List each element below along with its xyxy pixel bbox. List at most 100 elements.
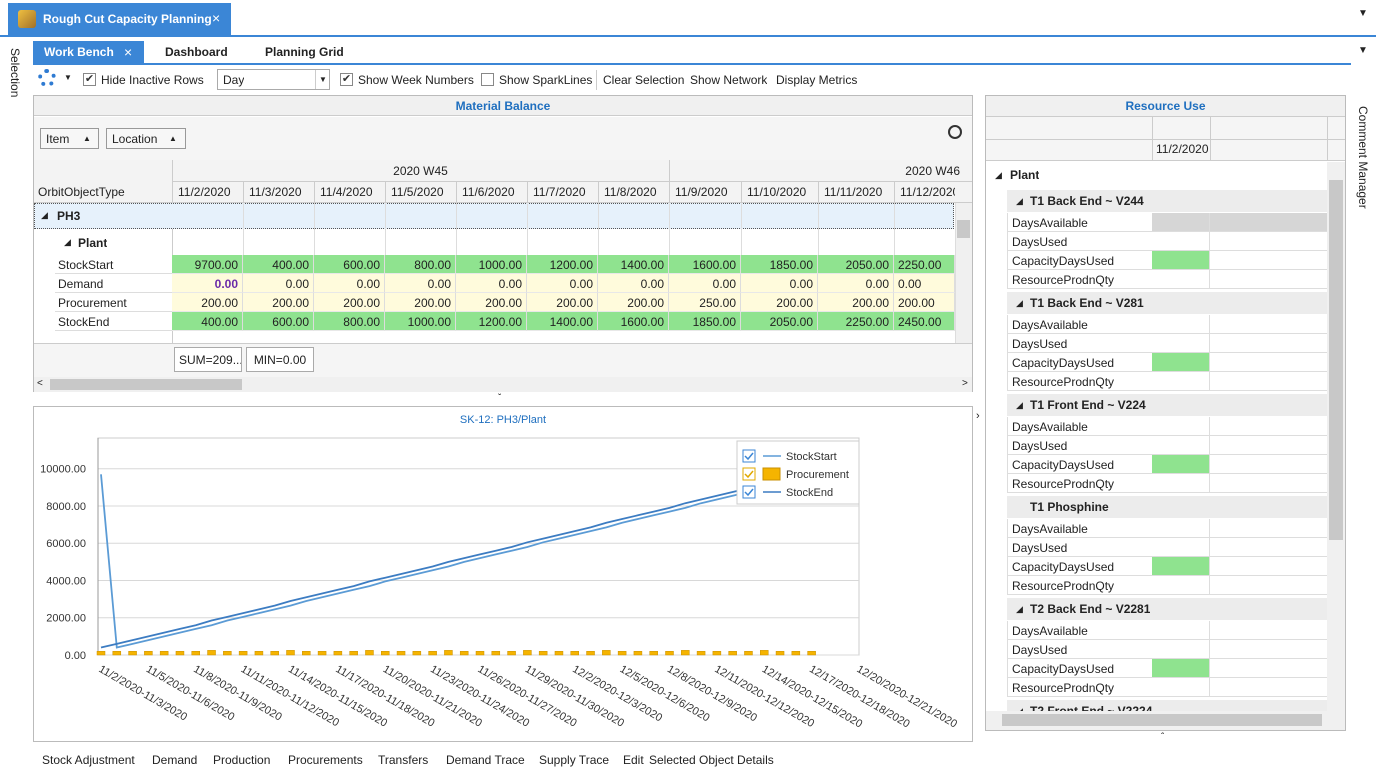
- ru-cell[interactable]: [1210, 519, 1327, 538]
- ru-cell[interactable]: [1152, 353, 1210, 372]
- ru-cell[interactable]: [1152, 213, 1210, 232]
- ru-cell[interactable]: [1210, 353, 1327, 372]
- ru-cell[interactable]: [1210, 474, 1327, 493]
- ru-splitter[interactable]: ˆ: [1161, 732, 1165, 743]
- ru-cell[interactable]: [1152, 678, 1210, 697]
- resource-toggle[interactable]: ◢: [1016, 400, 1023, 410]
- ru-cell[interactable]: [1210, 315, 1327, 334]
- checkbox[interactable]: ✔: [340, 73, 353, 86]
- value-cell[interactable]: 400.00: [172, 312, 243, 331]
- value-cell[interactable]: 0.00: [669, 274, 741, 293]
- toolbar-action[interactable]: Clear Selection: [603, 73, 685, 87]
- resource-name[interactable]: T1 Phosphine: [1030, 500, 1109, 514]
- resource-name[interactable]: T2 Back End ~ V2281: [1030, 602, 1151, 616]
- ru-cell[interactable]: [1210, 621, 1327, 640]
- value-cell[interactable]: 2250.00: [894, 255, 955, 274]
- ru-cell[interactable]: [1152, 436, 1210, 455]
- value-cell[interactable]: 800.00: [314, 312, 385, 331]
- ru-cell[interactable]: [1152, 417, 1210, 436]
- ru-cell[interactable]: [1152, 455, 1210, 474]
- value-cell[interactable]: 600.00: [314, 255, 385, 274]
- ru-cell[interactable]: [1210, 640, 1327, 659]
- value-cell[interactable]: 2450.00: [894, 312, 955, 331]
- subtab-menu[interactable]: ▼: [1358, 45, 1368, 56]
- value-cell[interactable]: 1600.00: [598, 312, 669, 331]
- splitter-side[interactable]: ›: [976, 410, 980, 422]
- hscroll-left[interactable]: <: [37, 378, 43, 389]
- resource-toggle[interactable]: ◢: [1016, 604, 1023, 614]
- ru-cell[interactable]: [1210, 659, 1327, 678]
- legend-checkbox[interactable]: [742, 467, 756, 481]
- ru-cell[interactable]: [1152, 270, 1210, 289]
- bottom-tab[interactable]: Demand: [152, 753, 198, 767]
- gear[interactable]: [38, 69, 56, 87]
- value-cell[interactable]: 1200.00: [456, 312, 527, 331]
- ru-cell[interactable]: [1152, 659, 1210, 678]
- subtab[interactable]: Work Bench: [33, 41, 144, 64]
- bottom-tab[interactable]: Supply Trace: [539, 753, 610, 767]
- value-cell[interactable]: 0.00: [598, 274, 669, 293]
- value-cell[interactable]: 1200.00: [527, 255, 598, 274]
- ru-cell[interactable]: [1152, 334, 1210, 353]
- legend-checkbox[interactable]: [742, 485, 756, 499]
- menu-arrow[interactable]: ▼: [1358, 8, 1368, 19]
- resource-toggle[interactable]: ◢: [1016, 196, 1023, 206]
- ru-cell[interactable]: [1152, 474, 1210, 493]
- ru-cell[interactable]: [1152, 621, 1210, 640]
- ru-cell[interactable]: [1210, 678, 1327, 697]
- value-cell[interactable]: 1850.00: [669, 312, 741, 331]
- legend-checkbox[interactable]: [742, 449, 756, 463]
- group-label[interactable]: PH3: [57, 209, 81, 223]
- bottom-tab[interactable]: Selected Object Details: [649, 753, 774, 767]
- period-dropdown[interactable]: Day ▼: [217, 69, 330, 90]
- tab-close[interactable]: ×: [212, 10, 221, 26]
- week-numbers[interactable]: Show Week Numbers: [358, 73, 474, 87]
- value-cell[interactable]: 2050.00: [741, 312, 818, 331]
- value-cell[interactable]: 1000.00: [385, 312, 456, 331]
- value-cell[interactable]: 800.00: [385, 255, 456, 274]
- ru-cell[interactable]: [1152, 372, 1210, 391]
- hide-inactive[interactable]: Hide Inactive Rows: [101, 73, 204, 87]
- ru-cell[interactable]: [1152, 315, 1210, 334]
- ru-cell[interactable]: [1210, 436, 1327, 455]
- filter-chip[interactable]: Item ▲: [40, 128, 99, 149]
- sparklines[interactable]: Show SparkLines: [499, 73, 593, 87]
- resource-name[interactable]: T1 Front End ~ V224: [1030, 398, 1146, 412]
- value-cell[interactable]: 0.00: [385, 274, 456, 293]
- ru-cell[interactable]: [1152, 640, 1210, 659]
- value-cell[interactable]: 200.00: [243, 293, 314, 312]
- checkbox[interactable]: ✔: [83, 73, 96, 86]
- value-cell[interactable]: 0.00: [818, 274, 894, 293]
- value-cell[interactable]: 200.00: [741, 293, 818, 312]
- bottom-tab[interactable]: Edit: [623, 753, 644, 767]
- subtab[interactable]: Planning Grid: [265, 45, 344, 59]
- resource-name[interactable]: T1 Back End ~ V244: [1030, 194, 1144, 208]
- checkbox[interactable]: [481, 73, 494, 86]
- document-tab[interactable]: Rough Cut Capacity Planning ×: [8, 3, 231, 36]
- ru-group[interactable]: Plant: [1010, 168, 1040, 182]
- ru-cell[interactable]: [1152, 576, 1210, 595]
- hscroll-right[interactable]: >: [962, 378, 968, 389]
- value-cell[interactable]: 0.00: [741, 274, 818, 293]
- value-cell[interactable]: 200.00: [385, 293, 456, 312]
- splitter-arrow[interactable]: ˇ: [498, 393, 502, 404]
- value-cell[interactable]: 1000.00: [456, 255, 527, 274]
- ru-cell[interactable]: [1152, 519, 1210, 538]
- ru-cell[interactable]: [1152, 557, 1210, 576]
- ru-cell[interactable]: [1210, 538, 1327, 557]
- side-selection[interactable]: Selection: [8, 48, 22, 98]
- value-cell[interactable]: 0.00: [527, 274, 598, 293]
- filter-chip[interactable]: Location ▲: [106, 128, 186, 149]
- ru-cell[interactable]: [1210, 270, 1327, 289]
- value-cell[interactable]: 0.00: [314, 274, 385, 293]
- value-cell[interactable]: 0.00: [894, 274, 955, 293]
- ru-cell[interactable]: [1210, 213, 1327, 232]
- toolbar-action[interactable]: Show Network: [690, 73, 768, 87]
- bottom-tab[interactable]: Production: [213, 753, 271, 767]
- value-cell[interactable]: 200.00: [456, 293, 527, 312]
- bottom-tab[interactable]: Transfers: [378, 753, 429, 767]
- value-cell[interactable]: 200.00: [894, 293, 955, 312]
- resource-toggle[interactable]: ◢: [1016, 298, 1023, 308]
- ru-cell[interactable]: [1152, 232, 1210, 251]
- gear-arrow[interactable]: ▼: [64, 73, 72, 82]
